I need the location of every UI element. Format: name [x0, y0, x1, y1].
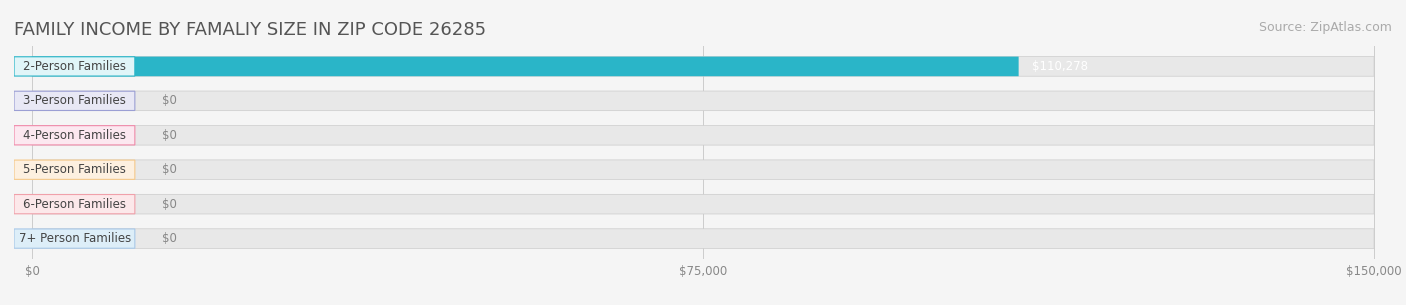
FancyBboxPatch shape	[32, 91, 1374, 111]
Text: 6-Person Families: 6-Person Families	[24, 198, 127, 211]
FancyBboxPatch shape	[32, 125, 1374, 145]
Text: 2-Person Families: 2-Person Families	[24, 60, 127, 73]
FancyBboxPatch shape	[32, 160, 1374, 180]
FancyBboxPatch shape	[14, 229, 135, 248]
Text: $0: $0	[162, 129, 177, 142]
FancyBboxPatch shape	[32, 57, 1374, 76]
Text: 3-Person Families: 3-Person Families	[24, 94, 127, 107]
Text: Source: ZipAtlas.com: Source: ZipAtlas.com	[1258, 21, 1392, 34]
Text: 7+ Person Families: 7+ Person Families	[18, 232, 131, 245]
Text: FAMILY INCOME BY FAMALIY SIZE IN ZIP CODE 26285: FAMILY INCOME BY FAMALIY SIZE IN ZIP COD…	[14, 21, 486, 39]
FancyBboxPatch shape	[14, 160, 135, 179]
Text: $110,278: $110,278	[1032, 60, 1088, 73]
FancyBboxPatch shape	[32, 229, 1374, 248]
Text: $0: $0	[162, 198, 177, 211]
Text: 4-Person Families: 4-Person Families	[24, 129, 127, 142]
Text: $0: $0	[162, 94, 177, 107]
Text: $0: $0	[162, 163, 177, 176]
FancyBboxPatch shape	[14, 195, 135, 214]
FancyBboxPatch shape	[32, 194, 1374, 214]
Text: 5-Person Families: 5-Person Families	[24, 163, 127, 176]
Text: $0: $0	[162, 232, 177, 245]
FancyBboxPatch shape	[32, 57, 1018, 76]
FancyBboxPatch shape	[14, 57, 135, 76]
FancyBboxPatch shape	[14, 126, 135, 145]
FancyBboxPatch shape	[14, 91, 135, 110]
